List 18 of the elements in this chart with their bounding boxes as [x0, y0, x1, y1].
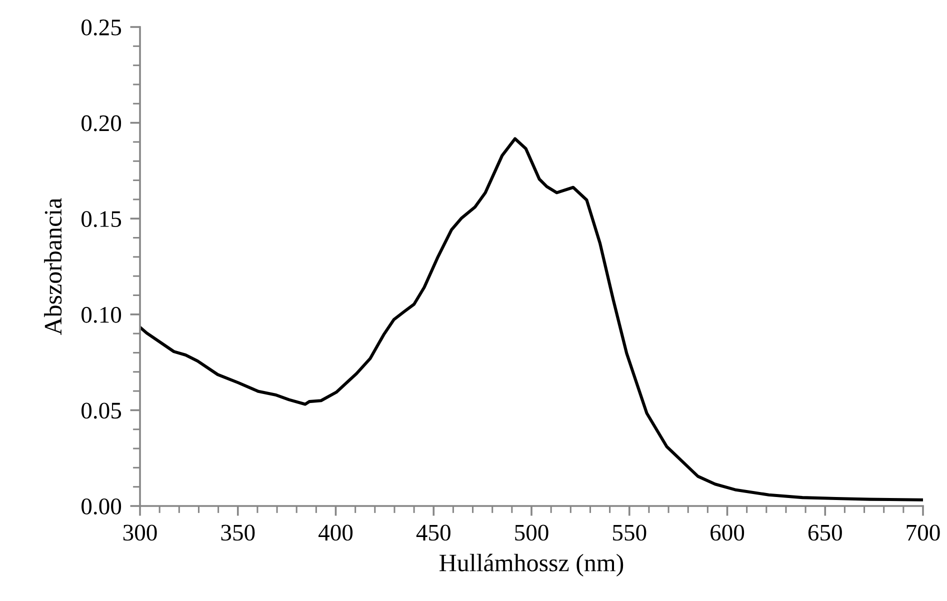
x-tick-label: 450: [416, 524, 450, 541]
x-tick-label: 300: [123, 524, 157, 541]
y-tick-label: 0.20: [82, 115, 122, 132]
y-tick-label: 0.15: [82, 211, 122, 228]
y-tick-label: 0.05: [82, 402, 122, 419]
x-tick-label: 700: [906, 524, 940, 541]
y-axis-title: Abszorbancia: [44, 198, 62, 335]
y-tick-label: 0.10: [82, 306, 122, 323]
x-tick-label: 400: [318, 524, 353, 541]
y-tick-label: 0.00: [82, 498, 122, 515]
x-tick-label: 650: [808, 524, 842, 541]
x-axis-title: Hullámhossz (nm): [440, 554, 624, 577]
x-tick-label: 500: [515, 524, 548, 541]
x-tick-label: 600: [710, 524, 744, 541]
x-tick-label: 350: [221, 524, 255, 541]
line-series: [140, 137, 923, 502]
x-tick-label: 550: [613, 524, 646, 541]
y-tick-label: 0.25: [82, 19, 122, 36]
